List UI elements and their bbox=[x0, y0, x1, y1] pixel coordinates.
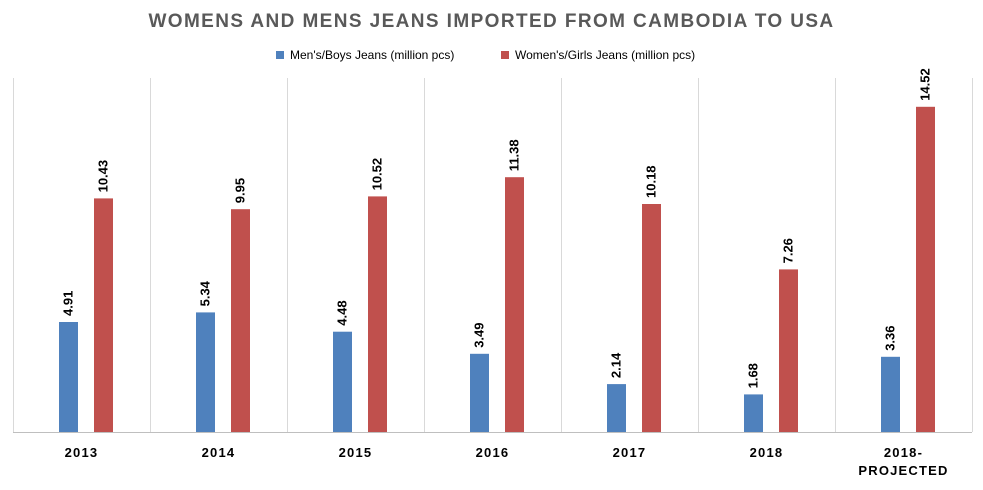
x-tick-label: 2013 bbox=[65, 445, 99, 460]
data-label: 5.34 bbox=[198, 280, 213, 306]
chart-title: WOMENS AND MENS JEANS IMPORTED FROM CAMB… bbox=[148, 11, 834, 32]
x-tick-label: 2015 bbox=[339, 445, 373, 460]
data-label: 10.52 bbox=[370, 158, 385, 191]
bar-men-2014 bbox=[196, 312, 215, 432]
data-labels: 4.91 10.43 5.34 9.95 4.48 10.52 3.49 11.38 2.14 1… bbox=[61, 68, 933, 388]
legend-label-men: Men's/Boys Jeans (million pcs) bbox=[290, 48, 454, 62]
bar-men-2017 bbox=[607, 384, 626, 432]
data-label: 11.38 bbox=[507, 139, 522, 171]
bar-men-2016 bbox=[470, 353, 489, 432]
x-tick-label: 2014 bbox=[202, 445, 236, 460]
bar-men-2018 bbox=[744, 394, 763, 432]
legend-swatch-women bbox=[501, 51, 509, 59]
bars bbox=[59, 106, 935, 433]
data-label: 3.49 bbox=[472, 322, 487, 347]
data-label: 10.18 bbox=[644, 165, 659, 198]
bar-men-2015 bbox=[333, 331, 352, 432]
data-label: 10.43 bbox=[96, 160, 111, 193]
bar-women-2017 bbox=[642, 204, 661, 432]
data-label: 4.91 bbox=[61, 291, 76, 316]
x-tick-label: 2018- bbox=[884, 445, 923, 460]
bar-women-2018 bbox=[779, 269, 798, 432]
data-label: 4.48 bbox=[335, 300, 350, 325]
data-label: 2.14 bbox=[609, 352, 624, 378]
data-label: 14.52 bbox=[918, 68, 933, 101]
bar-men-2013 bbox=[59, 322, 78, 432]
x-axis: 2013 2014 2015 2016 2017 2018 2018- PROJECTED bbox=[13, 432, 972, 478]
x-tick-label: 2016 bbox=[476, 445, 510, 460]
data-label: 1.68 bbox=[746, 363, 761, 388]
data-label: 7.26 bbox=[781, 238, 796, 263]
bar-women-2018-projected bbox=[916, 106, 935, 433]
legend-label-women: Women's/Girls Jeans (million pcs) bbox=[515, 48, 695, 62]
x-tick-label: 2018 bbox=[750, 445, 784, 460]
bar-women-2013 bbox=[94, 198, 113, 432]
x-tick-label: PROJECTED bbox=[858, 463, 948, 478]
bar-women-2016 bbox=[505, 177, 524, 432]
data-label: 3.36 bbox=[883, 325, 898, 350]
bar-women-2014 bbox=[231, 209, 250, 432]
category-gridlines bbox=[13, 78, 973, 432]
data-label: 9.95 bbox=[233, 178, 248, 203]
bar-women-2015 bbox=[368, 196, 387, 432]
bar-men-2018-projected bbox=[881, 356, 900, 432]
legend-swatch-men bbox=[276, 51, 284, 59]
legend: Men's/Boys Jeans (million pcs) Women's/G… bbox=[276, 48, 695, 62]
x-tick-label: 2017 bbox=[613, 445, 647, 460]
